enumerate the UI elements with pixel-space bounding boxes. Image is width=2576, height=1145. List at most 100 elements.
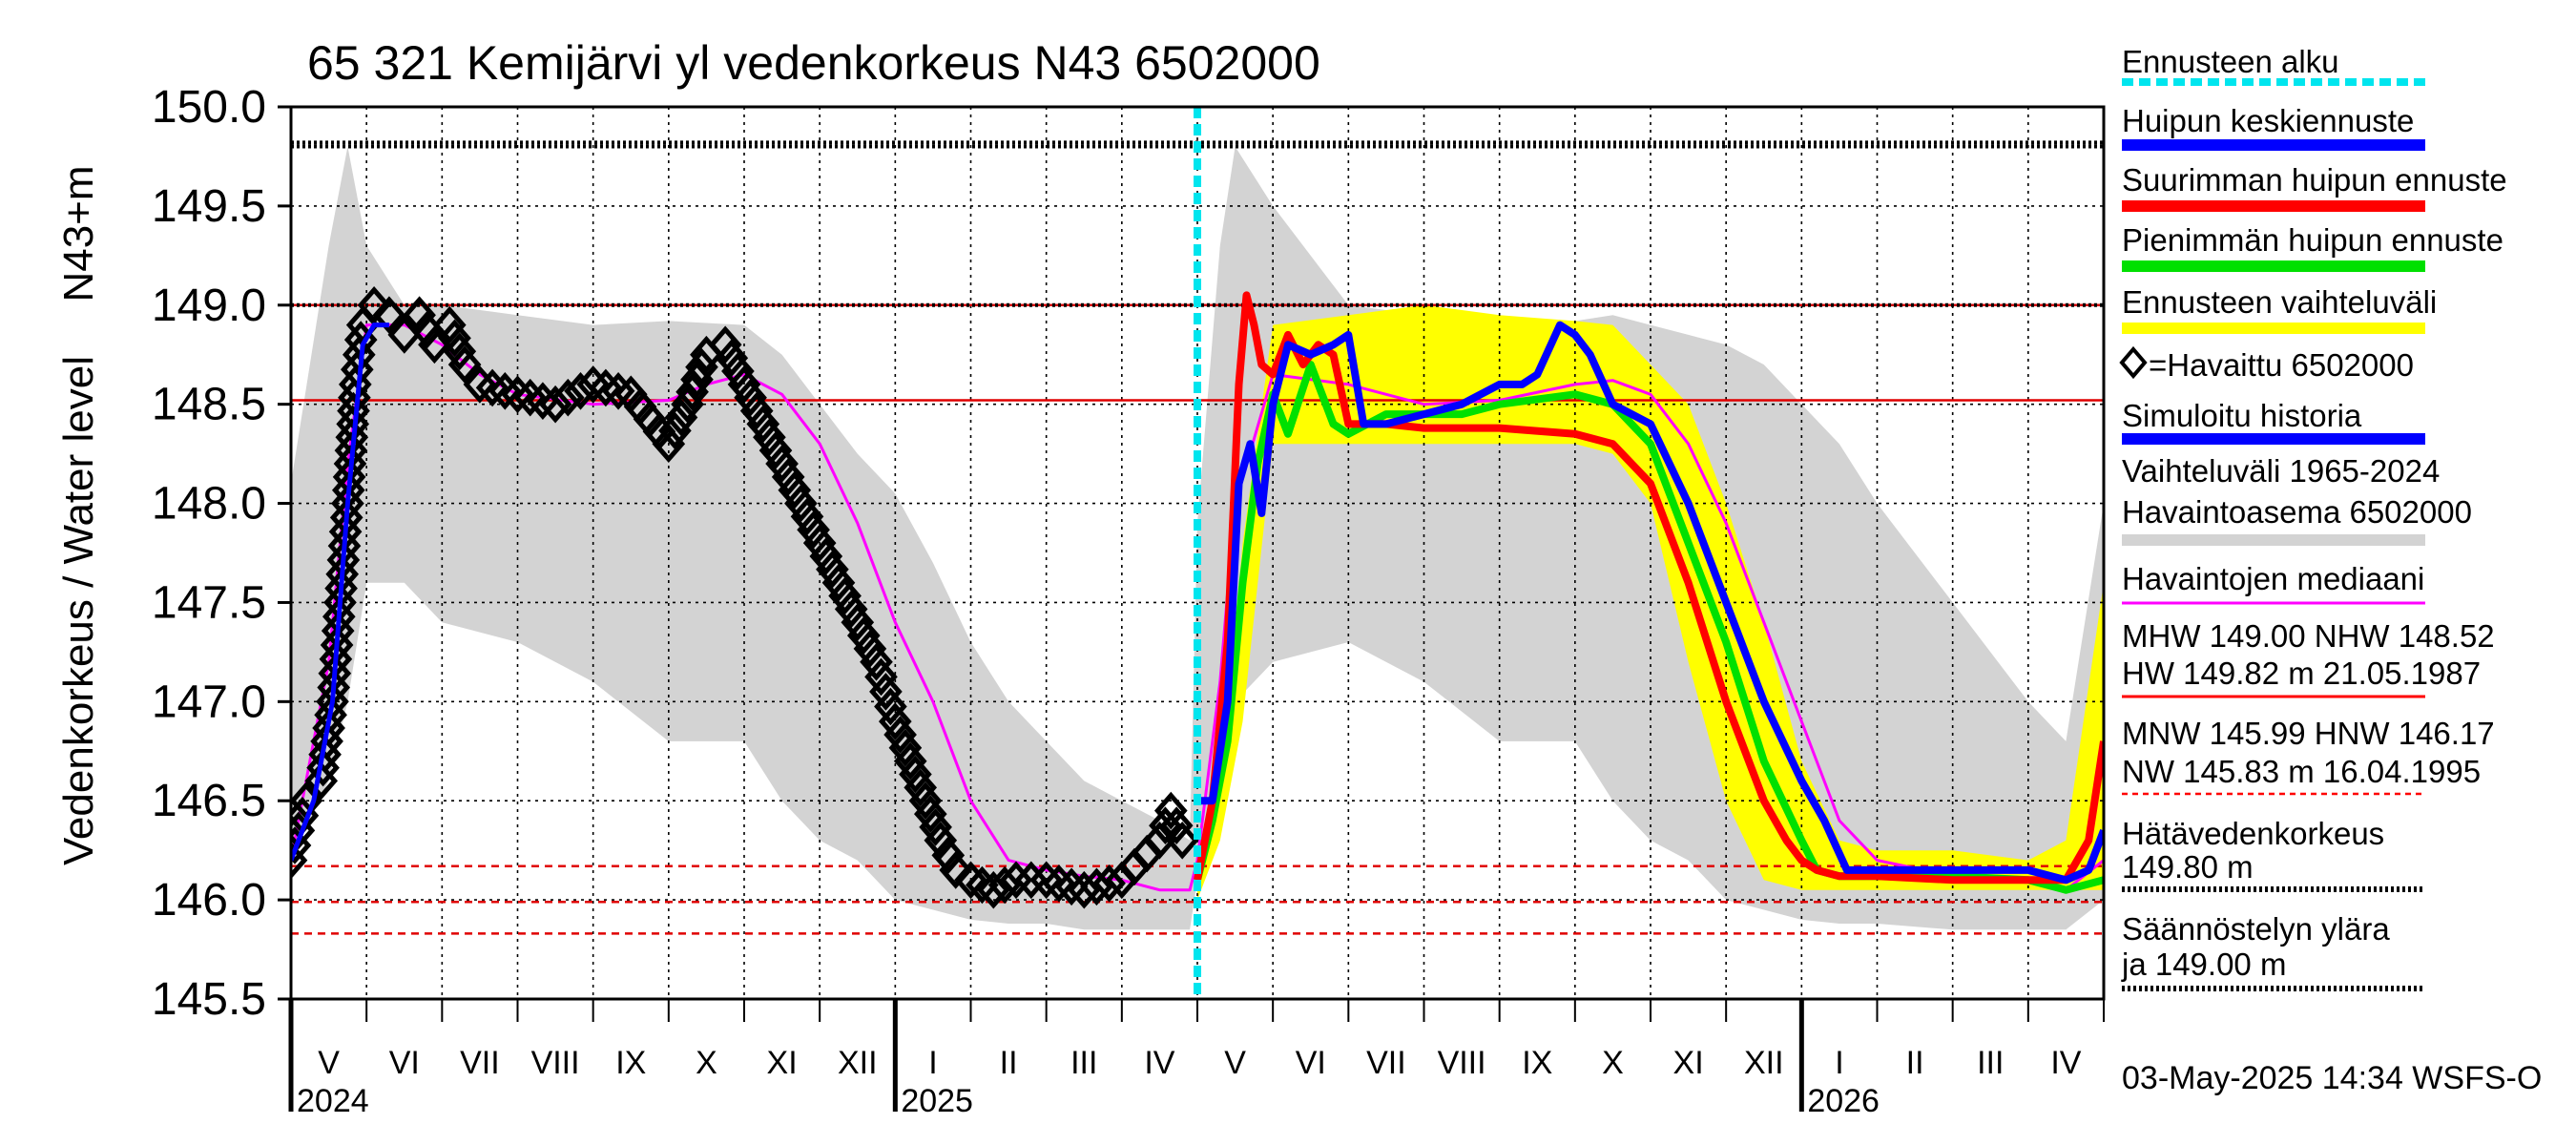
- observed-point: [883, 716, 917, 754]
- legend-label: ja 149.00 m: [2121, 947, 2286, 982]
- observed-point: [778, 470, 812, 510]
- y-tick-label: 149.0: [152, 281, 266, 331]
- legend-label: Simuloitu historia: [2122, 398, 2362, 433]
- observed-point: [765, 445, 799, 483]
- series-huipun-keskiennuste: [1197, 321, 2104, 885]
- observed-point: [727, 365, 761, 404]
- observed-point: [821, 563, 856, 602]
- observed-point: [924, 822, 958, 860]
- observed-point: [551, 378, 585, 417]
- observed-point: [864, 657, 898, 697]
- observed-point: [828, 576, 862, 615]
- year-label: 2026: [1807, 1083, 1880, 1119]
- observed-point: [878, 702, 912, 740]
- legend-label: Havaintoasema 6502000: [2122, 494, 2472, 530]
- observed-point: [841, 603, 875, 641]
- y-tick-label: 150.0: [152, 82, 266, 133]
- observed-point: [874, 687, 907, 726]
- y-axis-label: Vedenkorkeus / Water level: [55, 356, 102, 865]
- legend-label: Huipun keskiennuste: [2122, 103, 2414, 138]
- observed-point: [721, 352, 755, 390]
- footer-timestamp: 03-May-2025 14:34 WSFS-O: [2122, 1060, 2542, 1096]
- observed-point: [753, 418, 786, 457]
- year-label: 2024: [297, 1083, 369, 1119]
- legend-label: Havaintojen mediaani: [2122, 561, 2424, 596]
- legend-label: Vaihteluväli 1965-2024: [2122, 453, 2440, 489]
- observed-point: [1159, 806, 1194, 844]
- observed-point: [758, 431, 793, 469]
- observed-point: [802, 524, 837, 562]
- observed-point: [538, 385, 572, 424]
- observed-point: [708, 325, 742, 364]
- month-label: I: [1835, 1045, 1843, 1081]
- observed-point: [904, 768, 938, 807]
- observed-point: [893, 741, 927, 781]
- observed-point: [564, 372, 597, 410]
- observed-point: [664, 398, 698, 437]
- observed-point: [976, 870, 1010, 909]
- observed-point: [403, 296, 436, 334]
- observed-point: [372, 296, 406, 334]
- month-label: X: [1602, 1045, 1624, 1081]
- month-label: III: [1070, 1045, 1097, 1081]
- month-label: X: [696, 1045, 717, 1081]
- observed-point: [913, 795, 947, 833]
- observed-point: [899, 755, 932, 794]
- legend: Ennusteen alku Huipun keskiennuste Suurimm…: [2119, 44, 2507, 991]
- legend-diamond-symbol: [2119, 345, 2148, 380]
- observed-point: [919, 808, 952, 846]
- y-tick-label: 146.0: [152, 875, 266, 926]
- month-label: VI: [389, 1045, 420, 1081]
- y-tick-label: 148.5: [152, 380, 266, 430]
- month-label: II: [1906, 1045, 1924, 1081]
- legend-label: Suurimman huipun ennuste: [2122, 162, 2507, 198]
- observed-point: [739, 391, 774, 430]
- observed-point: [987, 865, 1022, 905]
- series-suurimman-huipun-ennuste: [1194, 291, 2104, 885]
- month-label: V: [1224, 1045, 1246, 1081]
- month-label: VII: [460, 1045, 500, 1081]
- month-label: IV: [2050, 1045, 2081, 1081]
- observed-point: [853, 630, 887, 668]
- month-label: VIII: [531, 1045, 580, 1081]
- legend-label: NW 145.83 m 16.04.1995: [2122, 754, 2481, 789]
- observed-point: [1165, 822, 1199, 860]
- month-label: IX: [1522, 1045, 1552, 1081]
- observed-point: [816, 551, 849, 589]
- month-label: IV: [1144, 1045, 1174, 1081]
- x-axis-months: V VI VII VIII IX X XI XII I II III IV V VI VII VIII IX X X…: [288, 997, 2105, 1119]
- observed-point: [652, 425, 686, 463]
- legend-label: Pienimmän huipun ennuste: [2122, 222, 2503, 258]
- legend-label: Hätävedenkorkeus: [2122, 816, 2384, 851]
- plot-area: [289, 105, 2106, 1001]
- legend-label: =Havaittu 6502000: [2149, 347, 2414, 383]
- observed-point: [443, 332, 477, 371]
- y-tick-label: 148.0: [152, 479, 266, 530]
- observed-point: [908, 781, 943, 820]
- month-label: VII: [1366, 1045, 1406, 1081]
- y-axis-ticks: 145.5 146.0 146.5 147.0 147.5 148.0 148.5 149.0…: [152, 82, 291, 1025]
- observed-point: [658, 411, 692, 450]
- month-label: II: [1000, 1045, 1018, 1081]
- observed-point: [715, 339, 749, 377]
- observed-point: [939, 851, 973, 889]
- month-label: VIII: [1438, 1045, 1486, 1081]
- legend-label: Ennusteen alku: [2122, 44, 2339, 79]
- month-label: VI: [1296, 1045, 1326, 1081]
- y-tick-label: 147.0: [152, 677, 266, 727]
- observed-point: [846, 616, 881, 655]
- chart-title: 65 321 Kemijärvi yl vedenkorkeus N43 650…: [307, 36, 1320, 90]
- legend-label: MHW 149.00 NHW 148.52: [2122, 618, 2495, 654]
- observed-point: [432, 305, 467, 344]
- observed-point: [834, 590, 868, 629]
- y-tick-label: 147.5: [152, 577, 266, 628]
- month-label: III: [1977, 1045, 2004, 1081]
- year-label: 2025: [901, 1083, 973, 1119]
- observed-point: [931, 836, 966, 875]
- y-tick-label: 149.5: [152, 181, 266, 232]
- month-label: XI: [1673, 1045, 1704, 1081]
- observed-point: [1067, 870, 1101, 909]
- month-label: XII: [1744, 1045, 1784, 1081]
- y-axis-unit: N43+m: [55, 165, 102, 302]
